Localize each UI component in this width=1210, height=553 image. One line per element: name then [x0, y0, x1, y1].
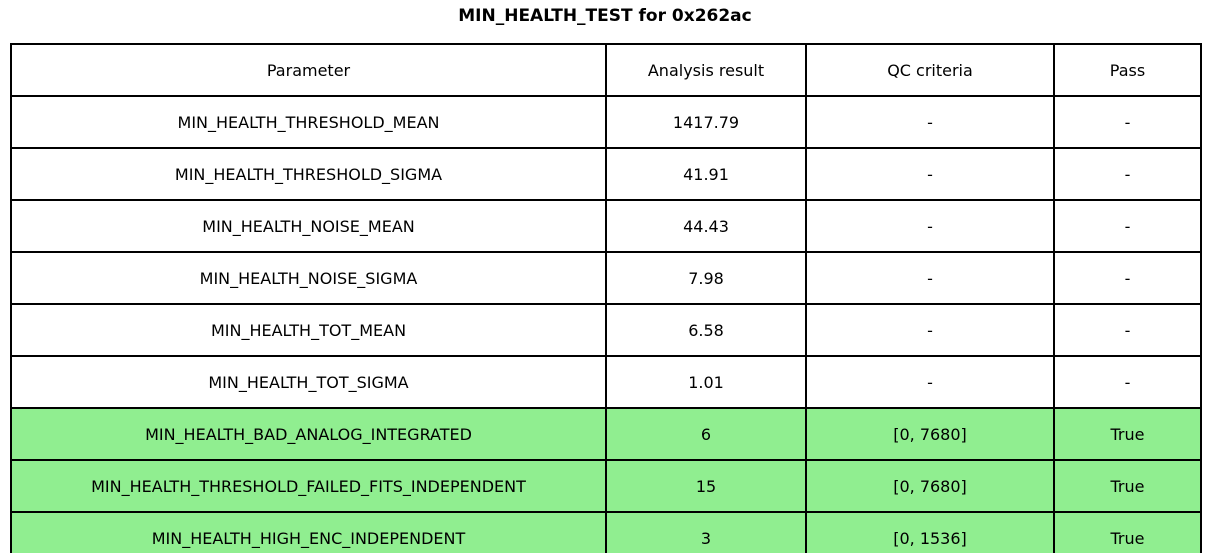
pass-cell: - — [1053, 95, 1202, 149]
qc-cell: - — [805, 95, 1055, 149]
result-cell: 6.58 — [605, 303, 807, 357]
qc-cell: - — [805, 199, 1055, 253]
header-qc-criteria: QC criteria — [805, 43, 1055, 97]
pass-cell: - — [1053, 251, 1202, 305]
param-cell: MIN_HEALTH_NOISE_SIGMA — [10, 251, 607, 305]
table-row: MIN_HEALTH_THRESHOLD_SIGMA 41.91 - - — [10, 147, 1202, 201]
table-row-pass: MIN_HEALTH_THRESHOLD_FAILED_FITS_INDEPEN… — [10, 459, 1202, 513]
qc-cell: [0, 1536] — [805, 511, 1055, 553]
result-cell: 1417.79 — [605, 95, 807, 149]
param-cell: MIN_HEALTH_THRESHOLD_MEAN — [10, 95, 607, 149]
pass-cell: True — [1053, 407, 1202, 461]
param-cell: MIN_HEALTH_BAD_ANALOG_INTEGRATED — [10, 407, 607, 461]
qc-results-table: Parameter Analysis result QC criteria Pa… — [10, 43, 1202, 553]
header-analysis-result: Analysis result — [605, 43, 807, 97]
pass-cell: - — [1053, 199, 1202, 253]
qc-cell: [0, 7680] — [805, 407, 1055, 461]
table-row: MIN_HEALTH_NOISE_MEAN 44.43 - - — [10, 199, 1202, 253]
page-title: MIN_HEALTH_TEST for 0x262ac — [458, 6, 752, 26]
param-cell: MIN_HEALTH_TOT_MEAN — [10, 303, 607, 357]
result-cell: 3 — [605, 511, 807, 553]
result-cell: 15 — [605, 459, 807, 513]
qc-cell: - — [805, 251, 1055, 305]
result-cell: 7.98 — [605, 251, 807, 305]
table-row: MIN_HEALTH_NOISE_SIGMA 7.98 - - — [10, 251, 1202, 305]
result-cell: 41.91 — [605, 147, 807, 201]
table-row: MIN_HEALTH_THRESHOLD_MEAN 1417.79 - - — [10, 95, 1202, 149]
param-cell: MIN_HEALTH_NOISE_MEAN — [10, 199, 607, 253]
pass-cell: - — [1053, 147, 1202, 201]
result-cell: 44.43 — [605, 199, 807, 253]
table-row-pass: MIN_HEALTH_HIGH_ENC_INDEPENDENT 3 [0, 15… — [10, 511, 1202, 553]
qc-cell: [0, 7680] — [805, 459, 1055, 513]
param-cell: MIN_HEALTH_HIGH_ENC_INDEPENDENT — [10, 511, 607, 553]
pass-cell: - — [1053, 303, 1202, 357]
pass-cell: True — [1053, 511, 1202, 553]
qc-cell: - — [805, 147, 1055, 201]
header-parameter: Parameter — [10, 43, 607, 97]
table-row: MIN_HEALTH_TOT_SIGMA 1.01 - - — [10, 355, 1202, 409]
param-cell: MIN_HEALTH_THRESHOLD_FAILED_FITS_INDEPEN… — [10, 459, 607, 513]
result-cell: 1.01 — [605, 355, 807, 409]
table-row: MIN_HEALTH_TOT_MEAN 6.58 - - — [10, 303, 1202, 357]
table-header-row: Parameter Analysis result QC criteria Pa… — [10, 43, 1202, 97]
result-cell: 6 — [605, 407, 807, 461]
qc-cell: - — [805, 355, 1055, 409]
header-pass: Pass — [1053, 43, 1202, 97]
table-row-pass: MIN_HEALTH_BAD_ANALOG_INTEGRATED 6 [0, 7… — [10, 407, 1202, 461]
param-cell: MIN_HEALTH_THRESHOLD_SIGMA — [10, 147, 607, 201]
qc-cell: - — [805, 303, 1055, 357]
pass-cell: - — [1053, 355, 1202, 409]
param-cell: MIN_HEALTH_TOT_SIGMA — [10, 355, 607, 409]
pass-cell: True — [1053, 459, 1202, 513]
